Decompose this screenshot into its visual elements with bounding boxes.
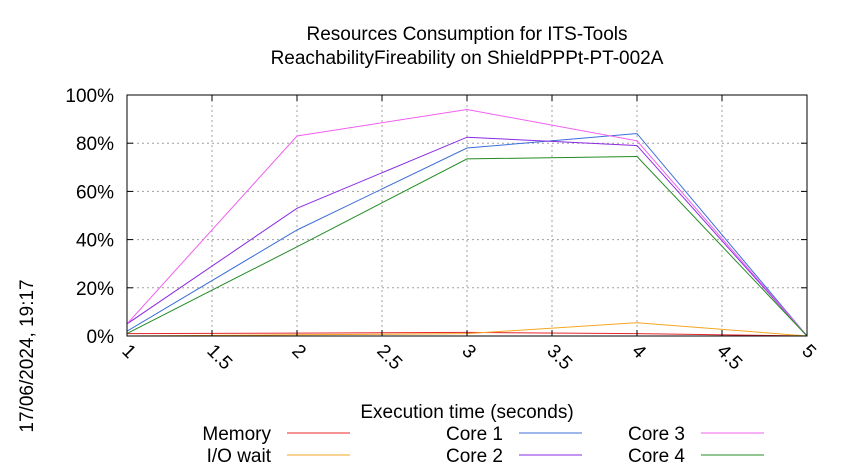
legend-label: Core 4 — [628, 446, 685, 467]
y-tick-label: 100% — [65, 86, 114, 107]
x-tick-label: 4.5 — [712, 341, 746, 375]
x-tick-label: 1 — [117, 341, 139, 363]
series-line-core-4 — [126, 155, 808, 337]
x-tick-label: 1.5 — [202, 341, 236, 375]
legend-label: Core 2 — [446, 446, 503, 467]
x-tick-label: 5 — [797, 341, 819, 363]
series-line-core-1 — [126, 133, 808, 337]
x-tick-label: 2.5 — [372, 341, 406, 375]
x-tick-label: 3 — [457, 341, 479, 363]
x-tick-label: 2 — [287, 341, 309, 363]
y-tick-label: 40% — [76, 231, 114, 252]
chart-title-line-2: ReachabilityFireability on ShieldPPPt-PT… — [271, 48, 664, 69]
legend-label: Memory — [202, 424, 271, 445]
legend-label: Core 1 — [446, 424, 503, 445]
x-tick-label: 3.5 — [542, 341, 576, 375]
x-axis-label: Execution time (seconds) — [360, 402, 573, 423]
timestamp-label: 17/06/2024, 19:17 — [17, 279, 38, 432]
y-axis-ticks: 0% 20% 40% 60% 80% 100% — [65, 86, 807, 348]
series-line-core-3 — [126, 108, 808, 337]
chart-title-line-1: Resources Consumption for ITS-Tools — [306, 24, 627, 45]
y-tick-label: 20% — [76, 279, 114, 300]
y-tick-label: 80% — [76, 134, 114, 155]
y-tick-label: 0% — [87, 327, 115, 348]
grid — [127, 95, 807, 336]
y-tick-label: 60% — [76, 182, 114, 203]
legend-label: I/O wait — [207, 446, 272, 467]
x-tick-label: 4 — [627, 341, 650, 364]
legend-label: Core 3 — [628, 424, 685, 445]
series-line-core-2 — [126, 136, 808, 337]
